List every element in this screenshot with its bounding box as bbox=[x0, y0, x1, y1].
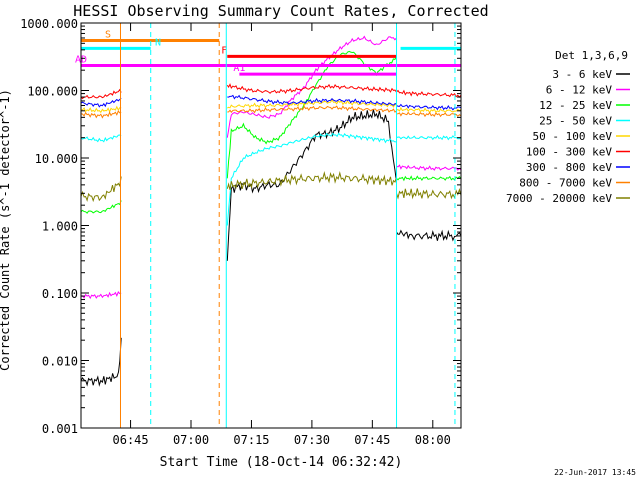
series-line-7-seg-0 bbox=[80, 110, 122, 119]
series-line-3-seg-2 bbox=[396, 134, 462, 141]
legend-label-4: 50 - 100 keV bbox=[533, 130, 613, 143]
x-tick-label-0: 06:45 bbox=[113, 433, 149, 447]
flag-label-1: N bbox=[155, 37, 161, 48]
series-line-4-seg-2 bbox=[396, 106, 462, 114]
series-line-6-seg-2 bbox=[396, 103, 462, 111]
series-line-4-seg-0 bbox=[80, 105, 122, 114]
footer-date: 22-Jun-2017 13:45 bbox=[554, 468, 636, 477]
series-line-2-seg-2 bbox=[396, 175, 462, 182]
series-line-6-seg-0 bbox=[80, 97, 122, 108]
legend-label-5: 100 - 300 keV bbox=[526, 146, 612, 159]
legend-title: Det 1,3,6,9 bbox=[555, 49, 628, 62]
x-axis-label: Start Time (18-Oct-14 06:32:42) bbox=[160, 455, 403, 470]
flag-label-0: S bbox=[105, 30, 111, 41]
series-line-2-seg-0 bbox=[80, 200, 122, 214]
legend-label-0: 3 - 6 keV bbox=[552, 68, 612, 81]
series-line-5-seg-2 bbox=[396, 89, 462, 98]
y-tick-label-6: 0.001 bbox=[42, 422, 78, 436]
x-tick-label-4: 07:45 bbox=[354, 433, 390, 447]
series-line-8-seg-1 bbox=[226, 171, 397, 190]
series-line-0-seg-2 bbox=[396, 229, 462, 242]
legend-label-3: 25 - 50 keV bbox=[539, 115, 612, 128]
series-line-0-seg-1 bbox=[226, 109, 397, 261]
series-line-5-seg-1 bbox=[226, 83, 397, 95]
y-tick-label-1: 100.000 bbox=[27, 85, 78, 99]
y-tick-label-0: 1000.000 bbox=[20, 17, 78, 31]
legend-label-6: 300 - 800 keV bbox=[526, 161, 612, 174]
legend-label-7: 800 - 7000 keV bbox=[519, 177, 612, 190]
series-line-1-seg-2 bbox=[396, 164, 462, 171]
y-tick-label-4: 0.100 bbox=[42, 287, 78, 301]
legend-label-2: 12 - 25 keV bbox=[539, 99, 612, 112]
y-tick-label-2: 10.000 bbox=[35, 152, 78, 166]
flag-label-2: F bbox=[221, 45, 227, 56]
series-line-8-seg-2 bbox=[396, 188, 462, 200]
legend-layer: 3 - 6 keV 6 - 12 keV 12 - 25 keV 25 - 50 ke… bbox=[506, 68, 630, 205]
series-line-5-seg-0 bbox=[80, 88, 122, 100]
series-line-6-seg-1 bbox=[227, 94, 397, 106]
legend-label-8: 7000 - 20000 keV bbox=[506, 192, 612, 205]
series-line-8-seg-0 bbox=[80, 176, 122, 203]
series-line-3-seg-1 bbox=[226, 132, 397, 226]
flag-label-4: A1 bbox=[233, 63, 245, 74]
x-tick-label-3: 07:30 bbox=[294, 433, 330, 447]
series-line-7-seg-2 bbox=[396, 111, 462, 118]
y-tick-label-5: 0.010 bbox=[42, 355, 78, 369]
legend-label-1: 6 - 12 keV bbox=[546, 84, 613, 97]
series-line-0-seg-0 bbox=[80, 337, 122, 387]
x-tick-label-5: 08:00 bbox=[415, 433, 451, 447]
y-tick-label-3: 1.000 bbox=[42, 220, 78, 234]
y-axis-label: Corrected Count Rate (s^-1 detector^-1) bbox=[0, 89, 12, 371]
series-layer bbox=[80, 35, 462, 387]
series-line-1-seg-0 bbox=[80, 291, 122, 300]
x-tick-label-1: 07:00 bbox=[173, 433, 209, 447]
series-line-1-seg-1 bbox=[226, 35, 397, 138]
x-tick-label-2: 07:15 bbox=[233, 433, 269, 447]
chart-title: HESSI Observing Summary Count Rates, Cor… bbox=[73, 2, 488, 20]
axis-layer: 1000.000 100.000 10.000 1.000 0.100 0.010 0.00… bbox=[20, 17, 462, 447]
series-line-7-seg-1 bbox=[227, 105, 397, 114]
series-line-3-seg-0 bbox=[80, 134, 122, 143]
